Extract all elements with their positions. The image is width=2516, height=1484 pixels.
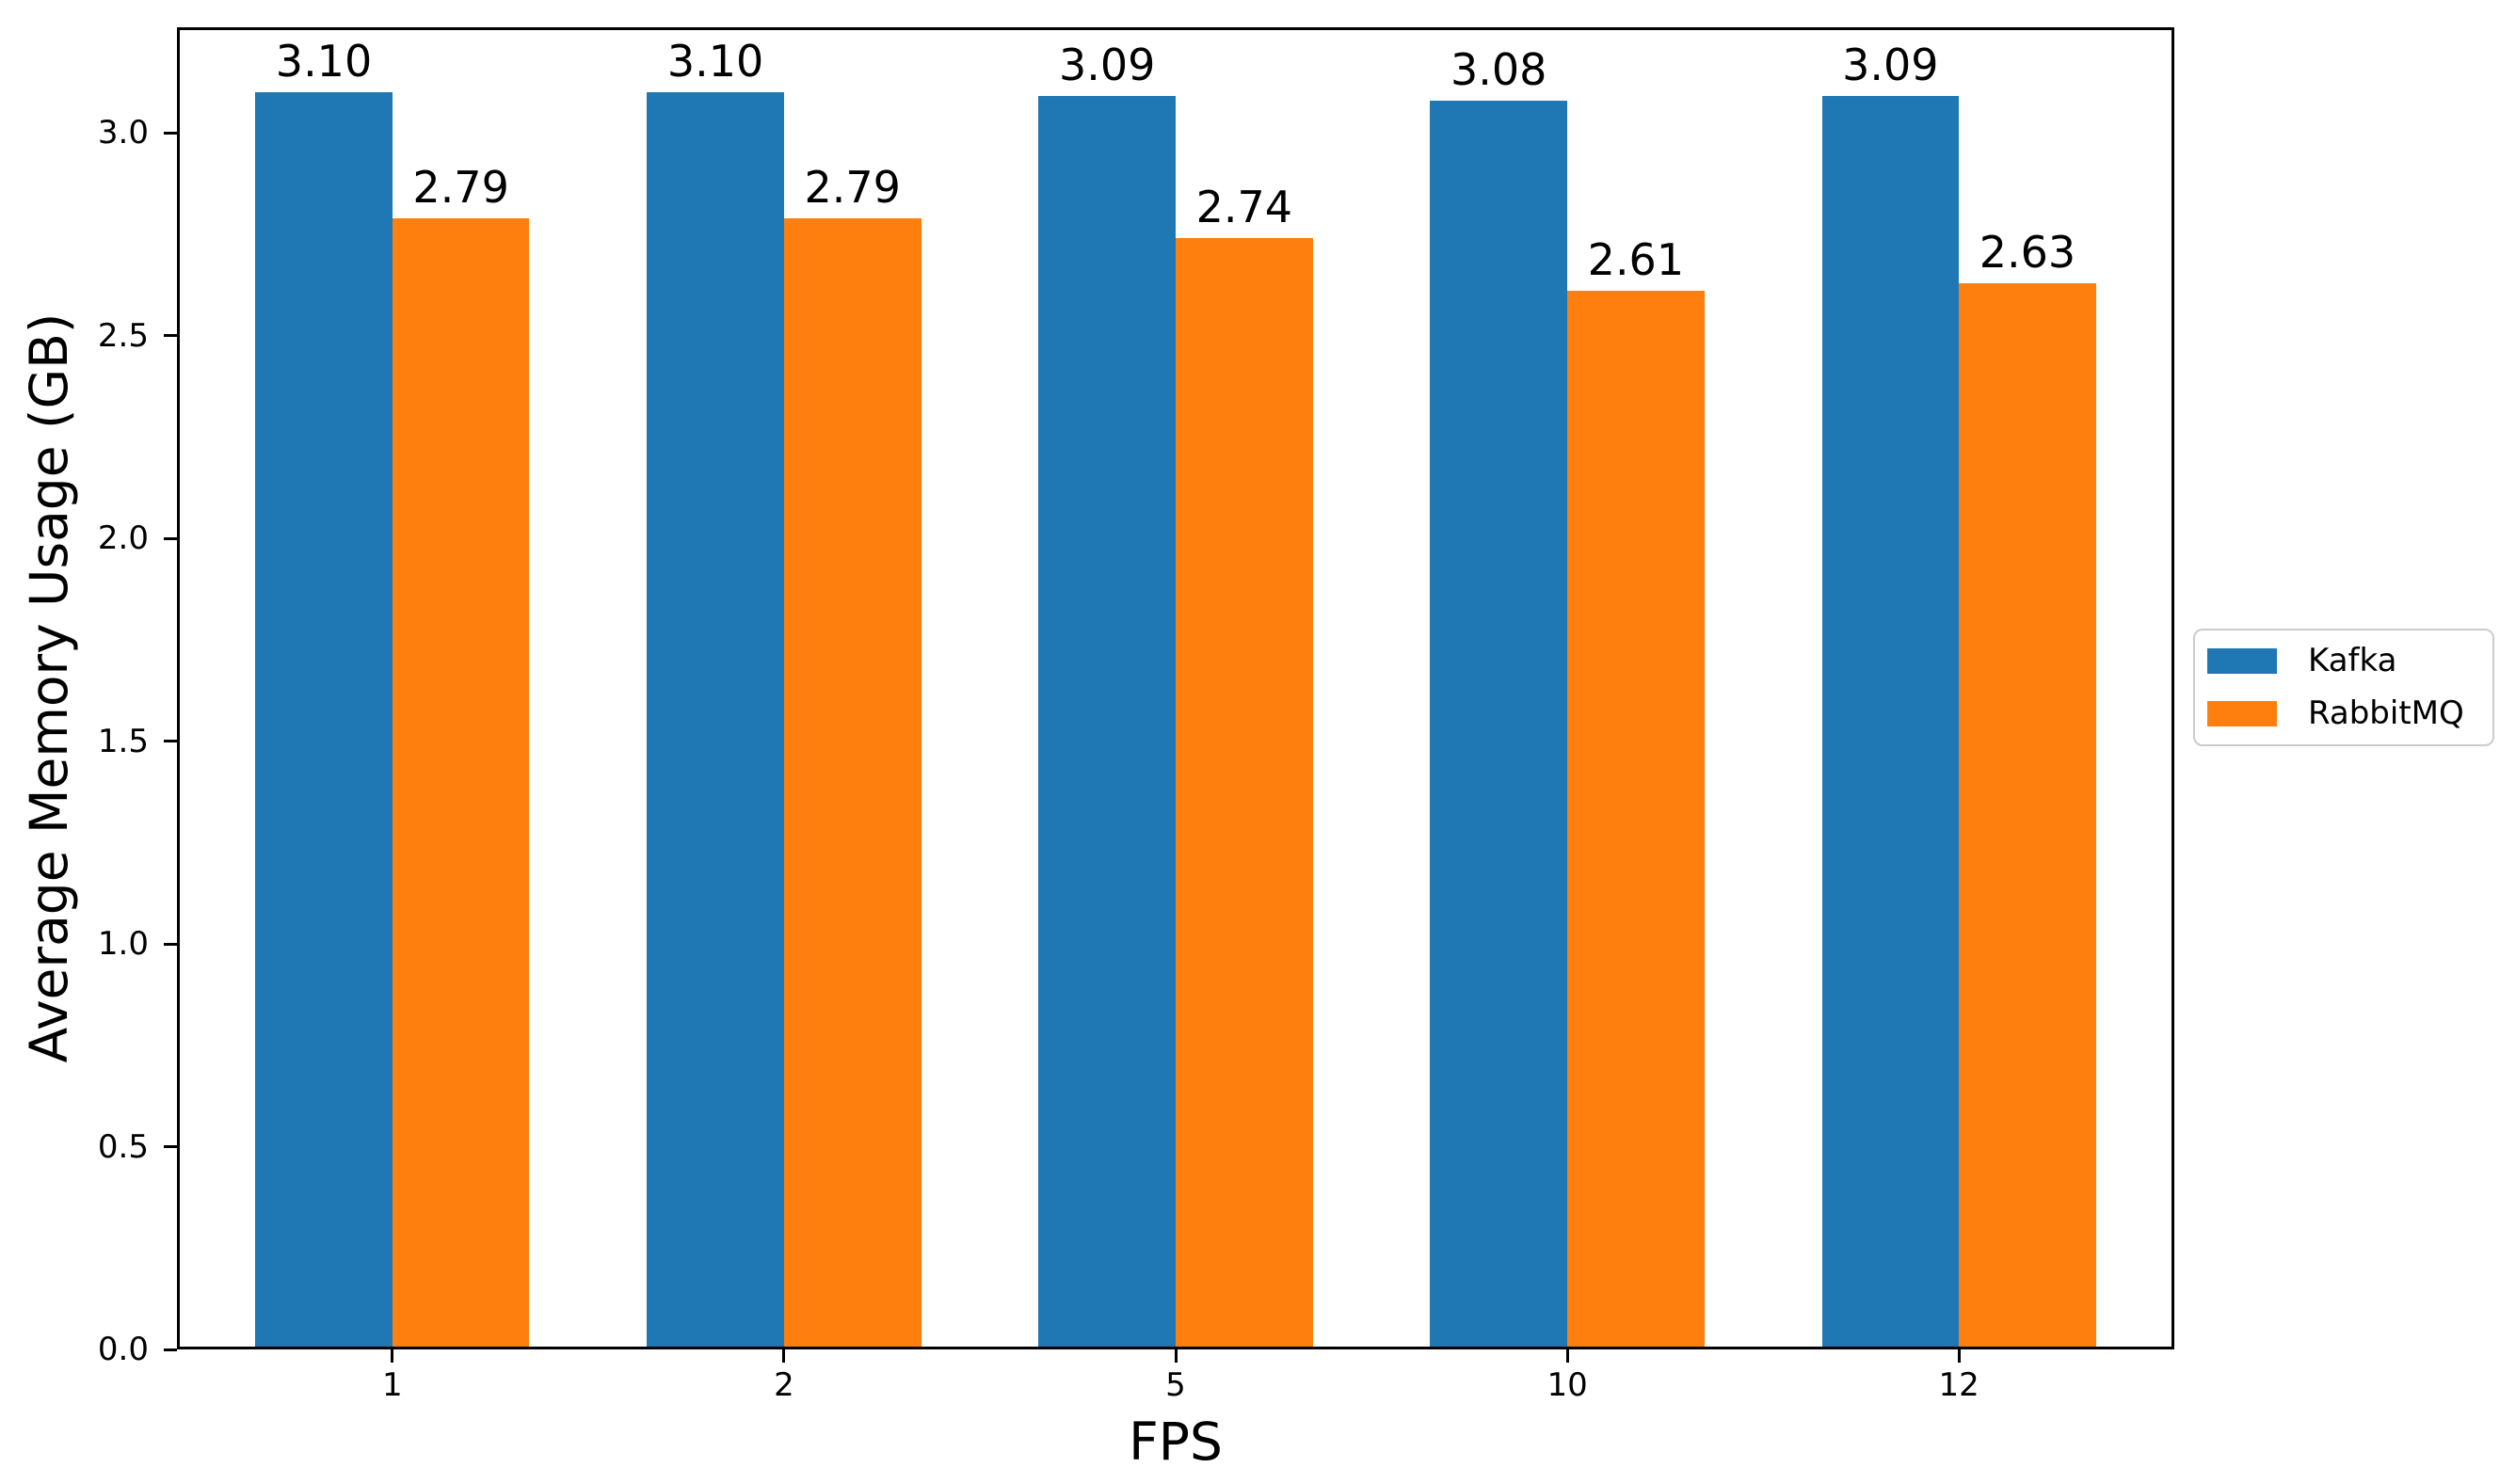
- y-tick-mark-0.5: [164, 1145, 177, 1148]
- bar-kafka-12: [1821, 96, 1960, 1349]
- bar-rabbitmq-5: [1176, 238, 1313, 1349]
- bar-value-label-rabbitmq-12: 2.63: [1979, 226, 2076, 278]
- legend-swatch-rabbitmq: [2207, 700, 2277, 726]
- bar-value-label-rabbitmq-5: 2.74: [1195, 182, 1293, 233]
- bar-value-label-kafka-2: 3.10: [666, 35, 764, 87]
- legend-item-rabbitmq: RabbitMQ: [2207, 694, 2492, 732]
- y-tick-mark-1.0: [164, 942, 177, 946]
- y-tick-label-2.5: 2.5: [97, 316, 149, 355]
- x-tick-mark-1: [391, 1349, 394, 1363]
- y-tick-label-0.0: 0.0: [97, 1331, 149, 1368]
- bar-value-label-kafka-12: 3.09: [1842, 40, 1939, 91]
- x-tick-mark-12: [1957, 1349, 1961, 1363]
- x-axis-title: FPS: [1129, 1412, 1223, 1472]
- y-tick-mark-0.0: [164, 1348, 177, 1351]
- y-tick-label-3.0: 3.0: [97, 114, 149, 152]
- x-tick-label-12: 12: [1938, 1366, 1979, 1404]
- legend-item-kafka: Kafka: [2207, 642, 2492, 679]
- bar-value-label-kafka-1: 3.10: [275, 35, 373, 87]
- bar-value-label-kafka-5: 3.09: [1058, 40, 1156, 91]
- y-tick-label-2.0: 2.0: [97, 519, 149, 558]
- bar-rabbitmq-10: [1567, 291, 1705, 1349]
- legend: Kafka RabbitMQ: [2193, 629, 2494, 746]
- x-tick-mark-10: [1565, 1349, 1569, 1363]
- legend-label-rabbitmq: RabbitMQ: [2308, 694, 2464, 732]
- bar-rabbitmq-2: [783, 217, 921, 1349]
- bar-rabbitmq-12: [1959, 282, 2096, 1349]
- x-tick-label-10: 10: [1546, 1366, 1588, 1404]
- x-tick-mark-5: [1174, 1349, 1178, 1363]
- plot-area: 3.10 3.10 3.09 3.08 3.09 2.79 2.79 2.74 2.61 2.63: [177, 27, 2174, 1349]
- x-tick-label-5: 5: [1165, 1366, 1186, 1404]
- bar-value-label-kafka-10: 3.08: [1450, 43, 1547, 95]
- x-tick-mark-2: [782, 1349, 786, 1363]
- bar-value-label-rabbitmq-2: 2.79: [804, 161, 901, 213]
- bar-value-label-rabbitmq-10: 2.61: [1587, 234, 1685, 286]
- legend-label-kafka: Kafka: [2308, 642, 2397, 679]
- bar-value-label-rabbitmq-1: 2.79: [412, 161, 509, 213]
- x-tick-label-1: 1: [382, 1366, 403, 1404]
- y-tick-mark-2.5: [164, 334, 177, 338]
- y-tick-label-1.5: 1.5: [97, 722, 149, 760]
- bar-kafka-2: [647, 91, 784, 1349]
- y-tick-mark-3.0: [164, 131, 177, 135]
- legend-swatch-kafka: [2207, 647, 2277, 674]
- y-tick-label-1.0: 1.0: [97, 925, 149, 964]
- y-tick-label-0.5: 0.5: [97, 1127, 149, 1166]
- y-tick-mark-1.5: [164, 740, 177, 743]
- bar-kafka-1: [255, 91, 393, 1349]
- x-tick-label-2: 2: [774, 1366, 794, 1404]
- bar-kafka-10: [1430, 100, 1568, 1349]
- bar-rabbitmq-1: [392, 217, 530, 1349]
- bar-kafka-5: [1038, 96, 1176, 1349]
- y-tick-mark-2.0: [164, 536, 177, 540]
